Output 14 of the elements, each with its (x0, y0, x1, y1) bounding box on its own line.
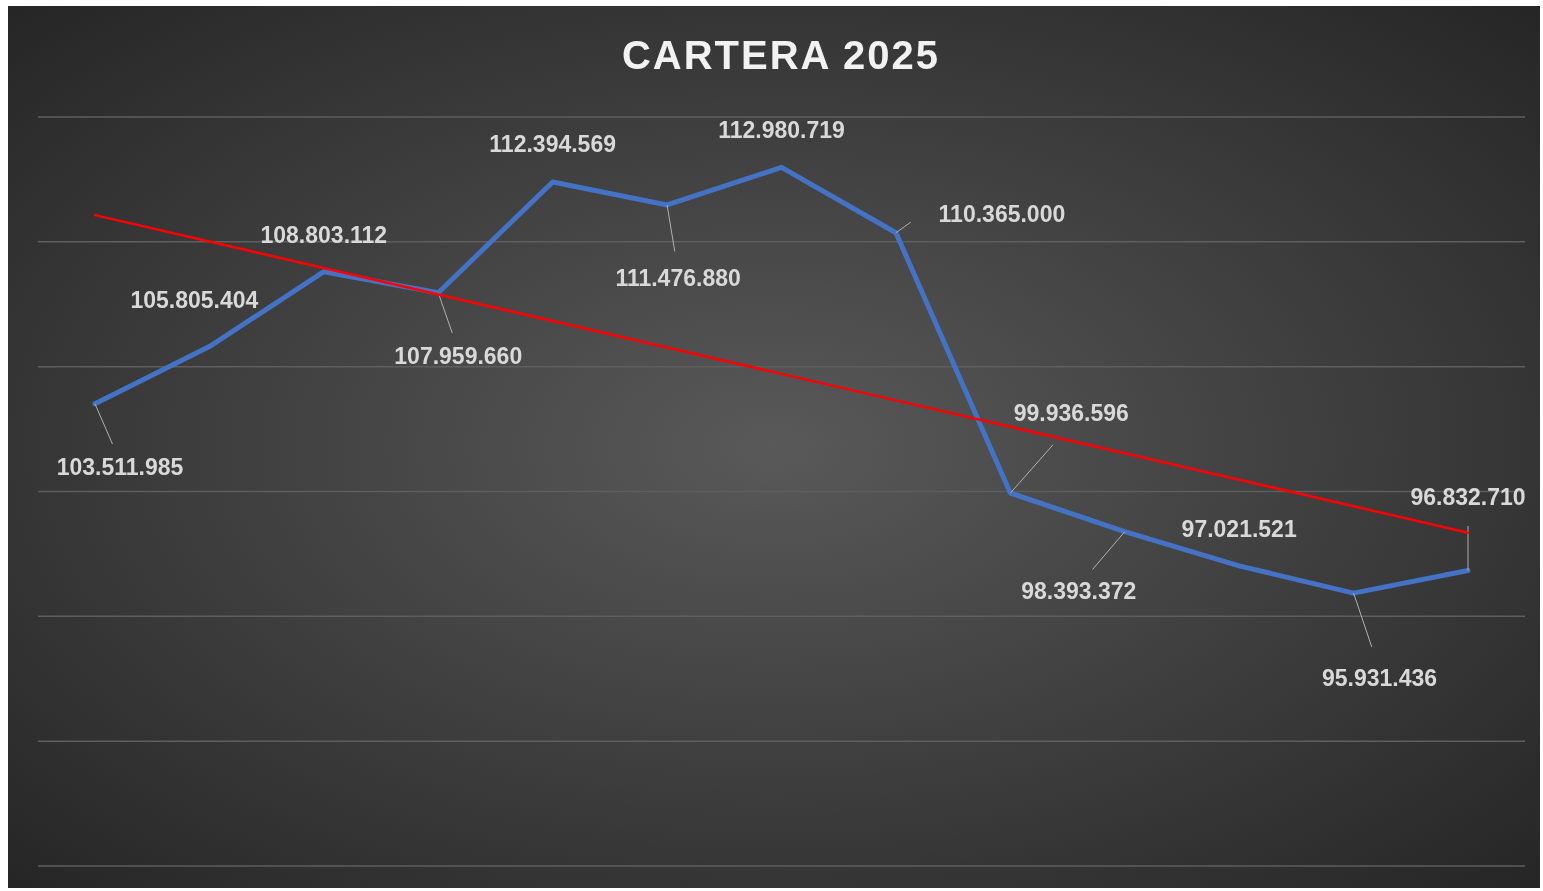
data-label: 107.959.660 (394, 342, 523, 369)
data-label: 105.805.404 (130, 286, 259, 313)
data-label: 98.393.372 (1021, 577, 1137, 604)
chart-title: CARTERA 2025 (621, 32, 941, 77)
data-label: 112.980.719 (718, 117, 845, 144)
data-label: 96.832.710 (1410, 483, 1526, 510)
data-label: 95.931.436 (1322, 665, 1438, 692)
data-label: 103.511.985 (56, 453, 184, 480)
data-label: 112.394.569 (489, 131, 616, 158)
data-label: 111.476.880 (615, 265, 741, 292)
data-label: 110.365.000 (938, 200, 1066, 227)
data-label: 97.021.521 (1181, 515, 1297, 542)
data-label: 99.936.596 (1013, 400, 1129, 427)
data-label: 108.803.112 (260, 221, 388, 248)
